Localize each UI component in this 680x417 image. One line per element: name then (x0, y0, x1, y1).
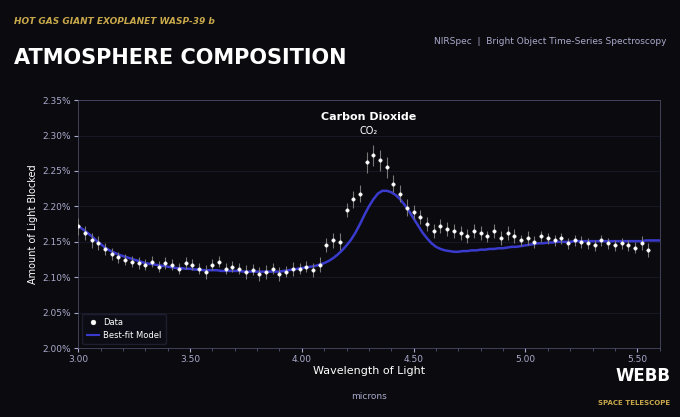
Text: HOT GAS GIANT EXOPLANET WASP-39 b: HOT GAS GIANT EXOPLANET WASP-39 b (14, 17, 214, 25)
Text: WEBB: WEBB (615, 367, 670, 385)
Text: SPACE TELESCOPE: SPACE TELESCOPE (598, 400, 670, 406)
Text: NIRSpec  |  Bright Object Time-Series Spectroscopy: NIRSpec | Bright Object Time-Series Spec… (434, 37, 666, 46)
Text: CO₂: CO₂ (360, 126, 378, 136)
X-axis label: Wavelength of Light: Wavelength of Light (313, 366, 425, 376)
Text: ATMOSPHERE COMPOSITION: ATMOSPHERE COMPOSITION (14, 48, 346, 68)
Text: microns: microns (351, 392, 387, 401)
Y-axis label: Amount of Light Blocked: Amount of Light Blocked (29, 164, 39, 284)
Text: Carbon Dioxide: Carbon Dioxide (321, 112, 417, 122)
Legend: Data, Best-fit Model: Data, Best-fit Model (82, 314, 166, 344)
